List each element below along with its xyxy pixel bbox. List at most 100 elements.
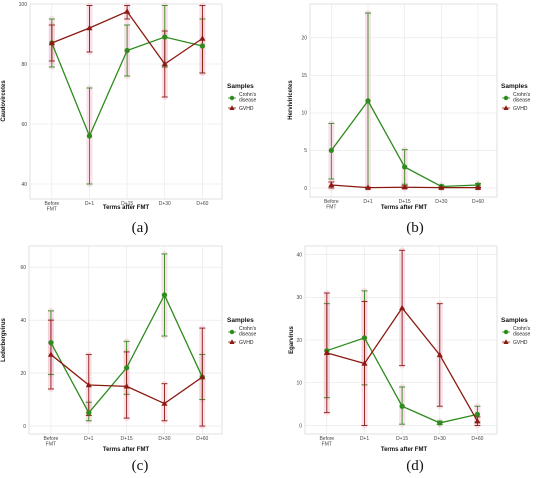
legend-label-gvhd: GVHD <box>513 340 528 346</box>
x-tick-label: D+15 <box>399 199 411 205</box>
x-tick-label: D+30 <box>435 199 447 205</box>
y-axis-title: Herviviricetes <box>288 80 294 120</box>
data-point-crohns <box>365 98 371 104</box>
x-tick-label: Before <box>319 436 334 442</box>
x-tick-label: D+60 <box>472 199 484 205</box>
legend-title: Samples <box>227 317 254 324</box>
legend-label-gvhd: GVHD <box>513 106 528 112</box>
data-point-crohns <box>437 420 443 426</box>
x-tick-label: D+1 <box>84 436 94 442</box>
x-tick-label: Before <box>44 201 59 207</box>
x-tick-label: FMT <box>322 442 332 448</box>
x-tick-label: D+15 <box>121 436 133 442</box>
x-tick-label: D+1 <box>363 199 373 205</box>
legend-label-crohns: Crohn's <box>513 326 531 332</box>
x-tick-label: D+1 <box>360 436 370 442</box>
data-point-gvhd <box>199 373 206 380</box>
y-tick-label: 60 <box>21 122 27 128</box>
y-tick-label: 40 <box>21 182 27 188</box>
x-tick-label: D+30 <box>158 436 170 442</box>
x-axis-title: Terms after FMT <box>103 205 150 211</box>
x-axis-title: Terms after FMT <box>381 447 428 453</box>
data-point-gvhd <box>328 181 335 188</box>
legend-label-crohns: Crohn's <box>239 326 257 332</box>
y-tick-label: 0 <box>299 423 302 429</box>
x-tick-label: D+15 <box>396 436 408 442</box>
data-point-gvhd <box>323 349 330 356</box>
y-tick-label: 100 <box>19 2 28 8</box>
x-tick-label: FMT <box>326 205 336 211</box>
x-tick-label: D+60 <box>196 201 208 207</box>
x-tick-label: Before <box>44 436 59 442</box>
data-point-crohns <box>48 340 54 346</box>
y-axis-title: Caudovircetes <box>1 80 7 122</box>
data-point-gvhd <box>401 184 408 190</box>
data-point-crohns <box>124 47 130 54</box>
data-point-gvhd <box>123 383 130 389</box>
x-tick-label: FMT <box>47 207 57 213</box>
data-point-gvhd <box>365 184 371 190</box>
data-point-crohns <box>474 411 481 417</box>
panel-label: (b) <box>406 220 424 236</box>
legend-label-crohns: Crohn's <box>239 92 257 98</box>
data-point-gvhd <box>474 417 481 424</box>
data-point-gvhd <box>475 184 481 190</box>
panel-label: (a) <box>132 220 149 236</box>
y-tick-label: 5 <box>304 148 307 154</box>
legend-label-crohns: disease <box>513 98 530 104</box>
legend-title: Samples <box>501 317 528 324</box>
y-axis-title: Lederbergvirus <box>1 317 7 361</box>
y-tick-label: 15 <box>301 73 307 79</box>
x-tick-label: D+1 <box>85 201 95 207</box>
panel-label: (d) <box>406 458 424 474</box>
data-point-crohns <box>124 365 130 371</box>
data-point-gvhd <box>48 39 55 46</box>
y-tick-label: 10 <box>296 381 302 387</box>
legend-title: Samples <box>501 83 528 90</box>
y-tick-label: 20 <box>296 338 302 344</box>
data-point-crohns <box>199 43 206 49</box>
x-tick-label: D+30 <box>159 201 171 207</box>
data-point-gvhd <box>438 184 445 190</box>
data-point-gvhd <box>85 381 92 388</box>
data-point-crohns <box>162 34 168 40</box>
data-point-crohns <box>86 133 93 139</box>
data-point-gvhd <box>436 351 443 358</box>
y-tick-label: 20 <box>301 36 307 42</box>
x-axis-title: Terms after FMT <box>381 205 428 211</box>
legend-label-crohns: disease <box>513 332 530 338</box>
data-point-crohns <box>86 410 92 416</box>
data-point-crohns <box>328 147 334 154</box>
x-tick-label: D+60 <box>471 436 483 442</box>
legend-title: Samples <box>227 83 254 90</box>
y-tick-label: 80 <box>21 62 27 68</box>
data-point-gvhd <box>161 60 168 67</box>
y-axis-title: Egarvirus <box>289 326 295 354</box>
panel-label: (c) <box>132 458 149 474</box>
legend-label-gvhd: GVHD <box>239 340 254 346</box>
y-tick-label: 0 <box>304 186 307 192</box>
y-tick-label: 10 <box>301 111 307 117</box>
data-point-crohns <box>402 164 408 170</box>
data-point-crohns <box>361 335 368 341</box>
y-tick-label: 20 <box>20 371 26 377</box>
data-point-gvhd <box>86 24 93 31</box>
x-tick-label: Before <box>324 199 339 205</box>
y-tick-label: 30 <box>296 295 302 301</box>
data-point-gvhd <box>199 35 206 41</box>
y-tick-label: 40 <box>296 252 302 258</box>
legend-label-crohns: disease <box>239 332 256 338</box>
y-tick-label: 40 <box>20 318 26 324</box>
y-tick-label: 60 <box>20 265 26 271</box>
data-point-gvhd <box>47 351 54 357</box>
data-point-gvhd <box>161 400 168 406</box>
data-point-crohns <box>399 403 405 409</box>
x-tick-label: D+15 <box>121 201 133 207</box>
legend-label-gvhd: GVHD <box>239 106 254 112</box>
y-tick-label: 0 <box>23 424 26 430</box>
